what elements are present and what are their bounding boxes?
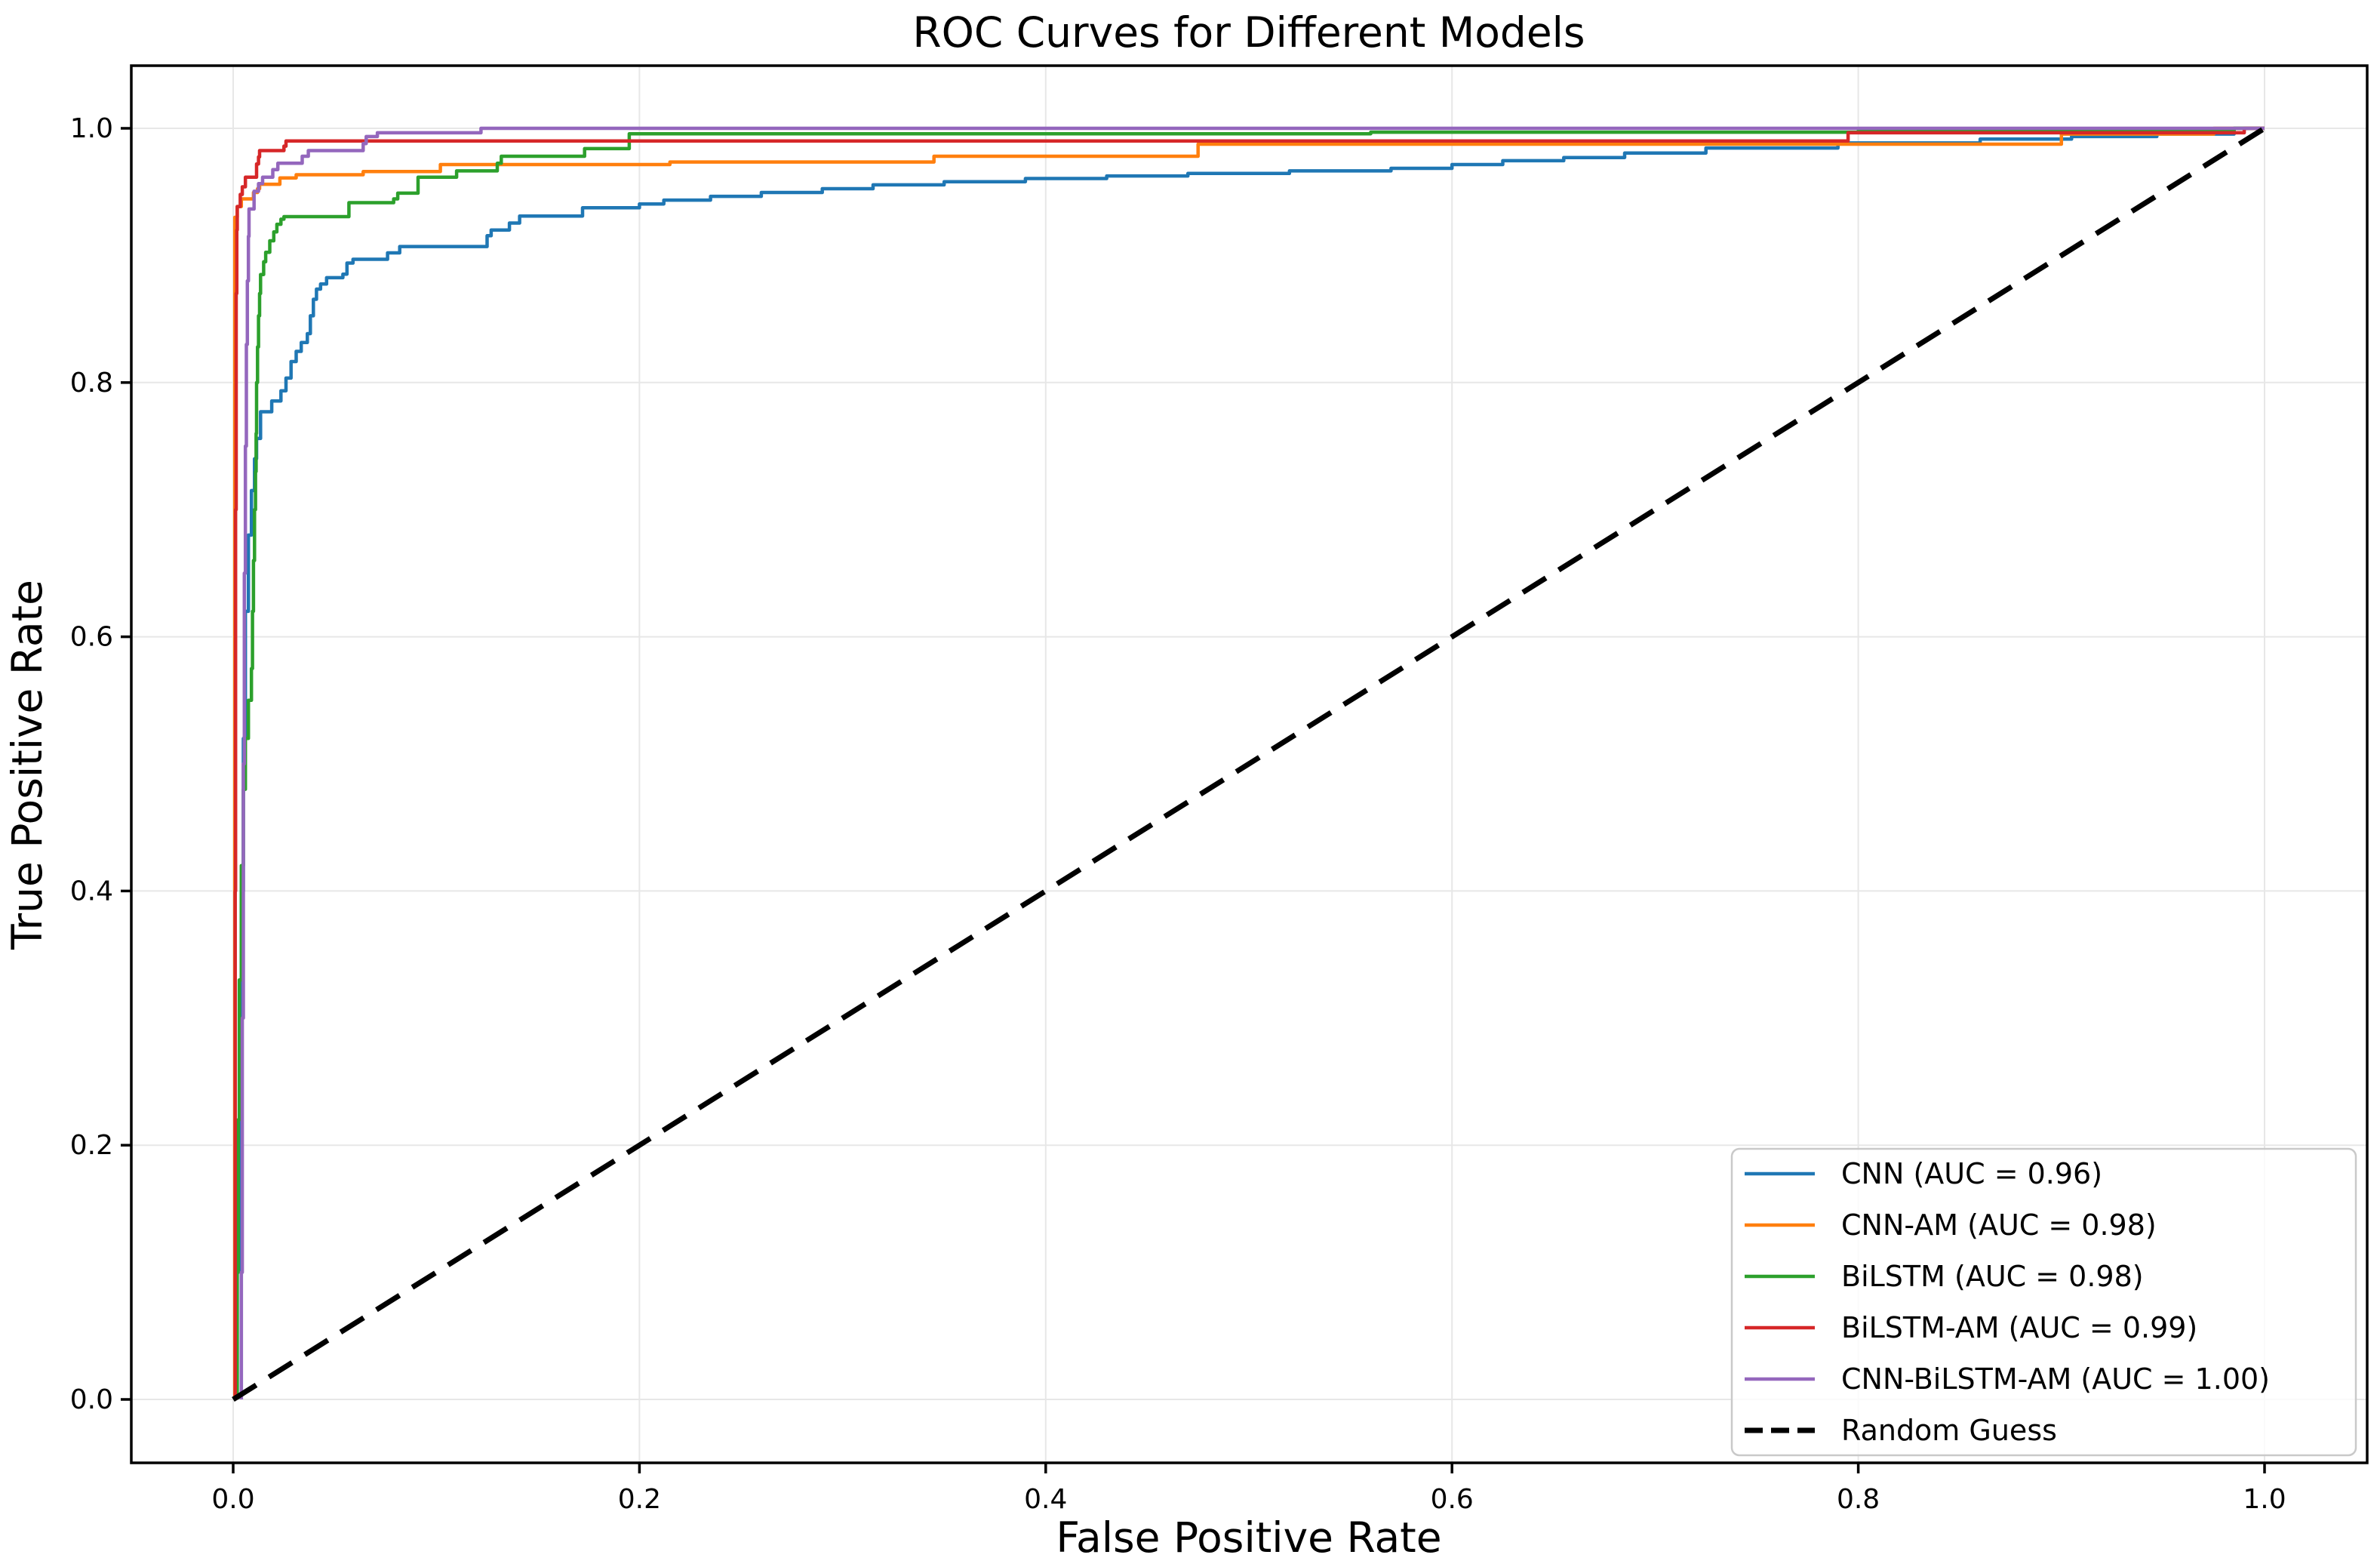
x-tick-label: 0.6	[1431, 1484, 1474, 1515]
legend-entry-bilstm: BiLSTM (AUC = 0.98)	[1745, 1260, 2144, 1293]
roc-curve-cnn-bilstm-am	[239, 126, 2265, 1399]
legend-label-bilstm-am: BiLSTM-AM (AUC = 0.99)	[1841, 1311, 2197, 1344]
legend-label-random-guess: Random Guess	[1841, 1414, 2057, 1447]
legend-label-bilstm: BiLSTM (AUC = 0.98)	[1841, 1260, 2144, 1293]
x-tick-label: 0.4	[1024, 1484, 1067, 1515]
x-tick-label: 1.0	[2243, 1484, 2286, 1515]
legend-entry-bilstm-am: BiLSTM-AM (AUC = 0.99)	[1745, 1311, 2197, 1344]
plot-border	[130, 64, 2369, 1464]
legend-entry-cnn: CNN (AUC = 0.96)	[1745, 1157, 2102, 1190]
legend-entry-cnn-am: CNN-AM (AUC = 0.98)	[1745, 1208, 2157, 1242]
x-axis-label: False Positive Rate	[1056, 1513, 1441, 1562]
legend-entry-cnn-bilstm-am: CNN-BiLSTM-AM (AUC = 1.00)	[1745, 1362, 2270, 1396]
chart-title: ROC Curves for Different Models	[912, 8, 1585, 57]
y-tick-label: 0.4	[70, 876, 113, 907]
roc-curve-cnn	[239, 126, 2265, 1399]
x-tick-label: 0.8	[1837, 1484, 1880, 1515]
y-axis-label: True Positive Rate	[3, 580, 51, 950]
roc-curve-bilstm-am	[233, 126, 2265, 1399]
x-tick-label: 0.0	[211, 1484, 254, 1515]
roc-curve-random-guess	[232, 126, 2266, 1402]
y-tick-label: 0.6	[70, 622, 113, 653]
y-tick-label: 0.2	[70, 1130, 113, 1161]
legend: CNN (AUC = 0.96) CNN-AM (AUC = 0.98) BiLST…	[1730, 1147, 2357, 1457]
x-tick-label: 0.2	[618, 1484, 661, 1515]
roc-curves	[232, 126, 2266, 1402]
legend-label-cnn-bilstm-am: CNN-BiLSTM-AM (AUC = 1.00)	[1841, 1362, 2270, 1396]
roc-curve-bilstm	[235, 126, 2265, 1399]
axes-spines	[130, 64, 2369, 1464]
y-tick-label: 1.0	[70, 113, 113, 144]
y-tick-label: 0.8	[70, 368, 113, 399]
legend-label-cnn: CNN (AUC = 0.96)	[1841, 1157, 2102, 1190]
axis-ticks: 0.0 0.2 0.4 0.6 0.8 1.0 0.0 0.2 0.4 0.6 0.8 1.0	[70, 113, 2286, 1515]
legend-box	[1730, 1147, 2357, 1457]
y-tick-label: 0.0	[70, 1384, 113, 1415]
legend-entry-random-guess: Random Guess	[1745, 1414, 2057, 1447]
legend-label-cnn-am: CNN-AM (AUC = 0.98)	[1841, 1208, 2157, 1242]
